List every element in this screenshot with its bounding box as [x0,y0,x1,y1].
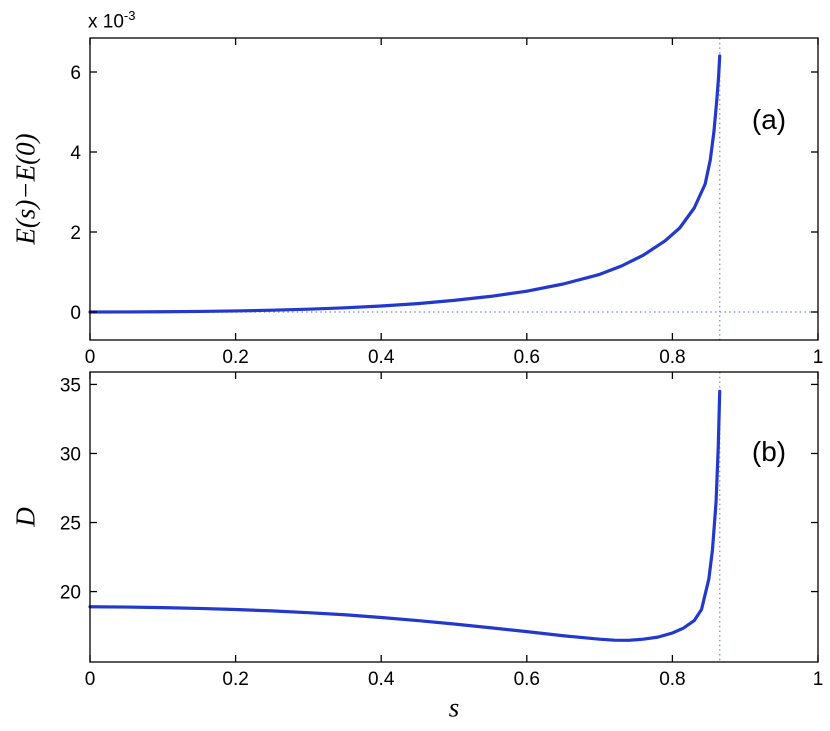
x-tick-label: 1 [813,347,824,368]
x-tick-label: 0.6 [514,669,540,690]
y-tick-label: 35 [60,375,81,396]
x-tick-label: 0 [85,669,96,690]
x-tick-label: 0.2 [222,347,248,368]
y-tick-label: 0 [70,303,81,324]
axes-box [89,371,819,663]
y-tick-label: 20 [60,583,81,604]
data-curve [88,54,722,314]
panel-tag-b: (b) [751,436,787,467]
xlabel: s [448,692,460,723]
x-tick-label: 1 [813,669,824,690]
y-tick-label: 25 [60,514,81,535]
x-tick-label: 0.4 [368,347,395,368]
y-tick-label: 4 [70,143,81,164]
x-tick-label: 0.2 [222,669,248,690]
x-tick-label: 0.4 [368,669,395,690]
panel-b: 0 0.2 0.4 0.6 0.8 1 20 25 30 35 [60,371,824,690]
y-tick-label: 6 [70,63,81,84]
panel-tag-a: (a) [751,104,787,135]
data-curve [88,389,722,642]
axes-box [89,37,819,341]
exponent-sup: -3 [123,8,136,23]
y-tick-label: 30 [60,444,81,465]
y-tick-label: 2 [70,223,81,244]
exponent-prefix: x 10 [88,11,124,33]
x-tick-label: 0.6 [514,347,540,368]
ylabel-panel-a: E(s)−E(0) [10,133,41,245]
x-tick-label: 0 [85,347,96,368]
x-tick-label: 0.8 [659,669,685,690]
ylabel-panel-b: D [10,507,41,527]
x-tick-label: 0.8 [659,347,685,368]
y-axis-exponent-label: x 10-3 [88,8,135,33]
panel-a: 0 0.2 0.4 0.6 0.8 1 0 2 4 6 [70,37,824,368]
